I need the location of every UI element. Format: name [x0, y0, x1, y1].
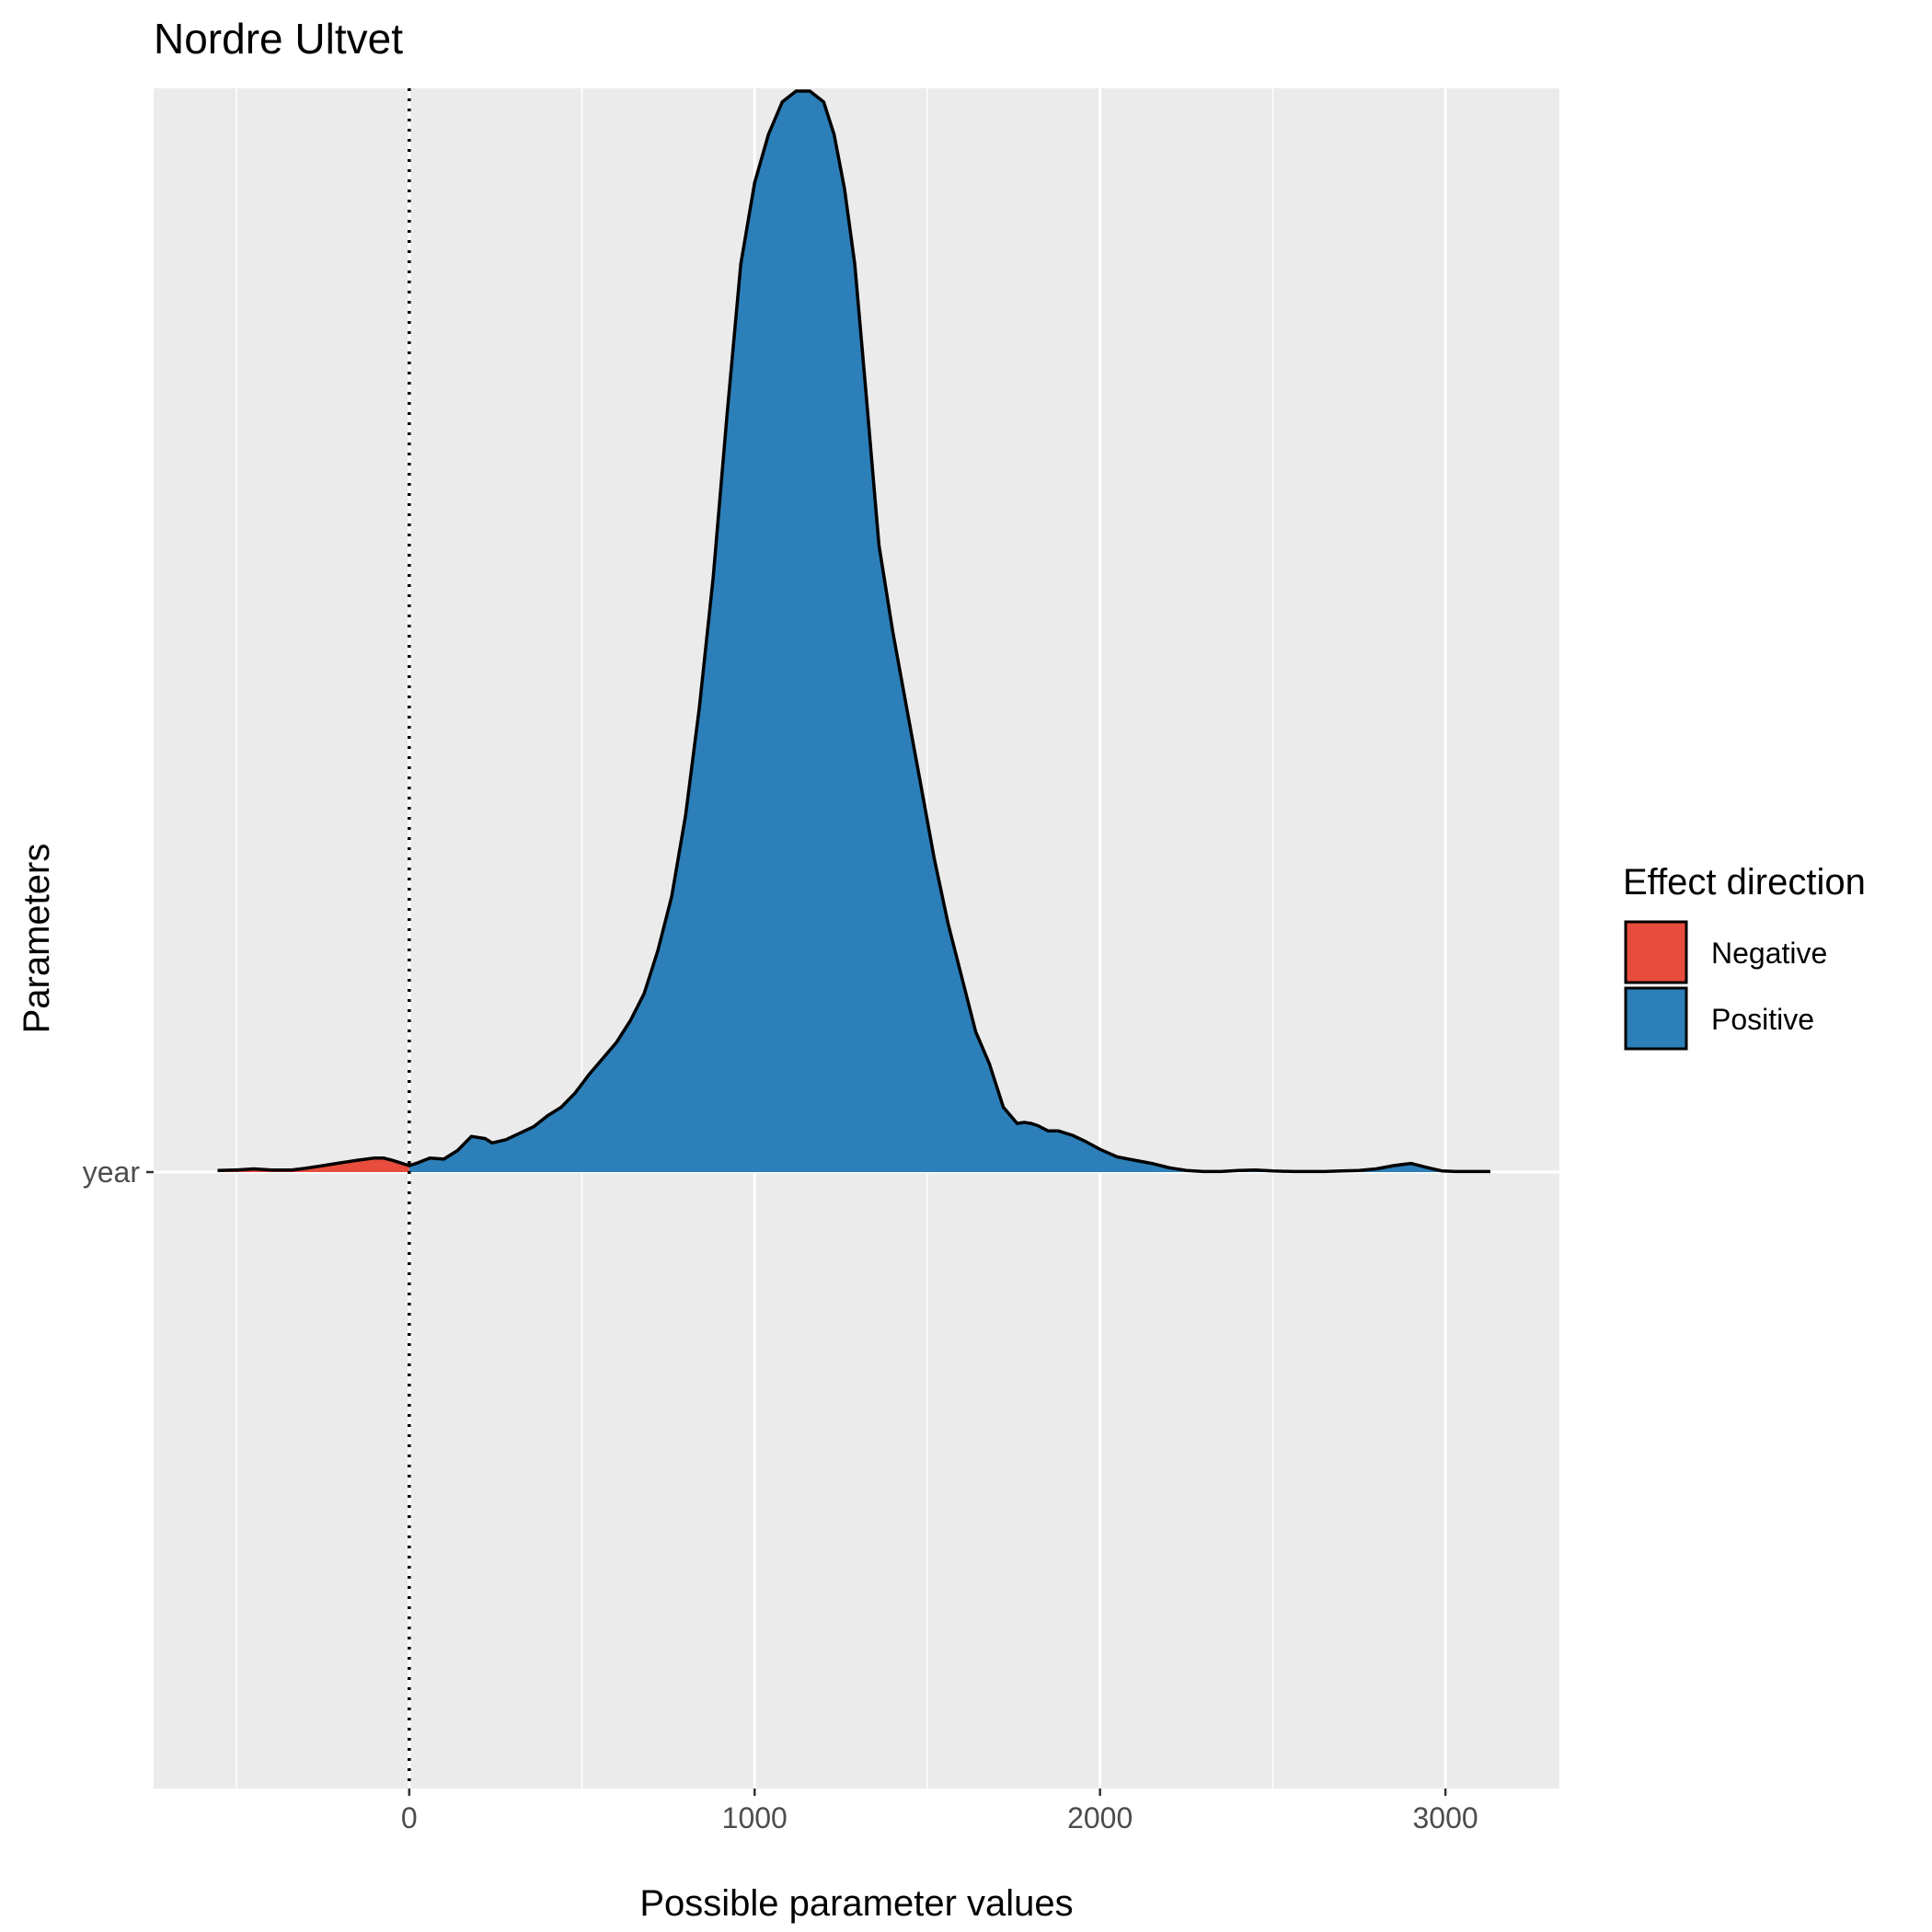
x-tick-label: 1000: [722, 1801, 788, 1834]
x-tick-label: 0: [401, 1801, 418, 1834]
x-tick-label: 3000: [1413, 1801, 1478, 1834]
x-axis-title: Possible parameter values: [639, 1883, 1073, 1924]
density-area-negative: [217, 1157, 409, 1172]
legend-title: Effect direction: [1623, 862, 1866, 903]
density-outline: [217, 89, 1490, 1174]
legend: Effect direction Negative Positive: [1623, 862, 1866, 1051]
legend-key-positive: [1624, 986, 1688, 1051]
y-axis: year: [83, 1156, 154, 1189]
legend-key-negative: [1624, 920, 1688, 984]
x-tick-label: 2000: [1067, 1801, 1133, 1834]
legend-label-positive: Positive: [1711, 1003, 1814, 1036]
legend-label-negative: Negative: [1711, 937, 1827, 970]
chart-title: Nordre Ultvet: [154, 15, 403, 63]
density-area-positive: [408, 91, 1490, 1172]
y-axis-title: Parameters: [17, 844, 57, 1034]
y-tick-label: year: [83, 1156, 141, 1189]
density-layer: [217, 88, 1490, 1788]
x-axis: 0 1000 2000 3000: [401, 1788, 1478, 1834]
